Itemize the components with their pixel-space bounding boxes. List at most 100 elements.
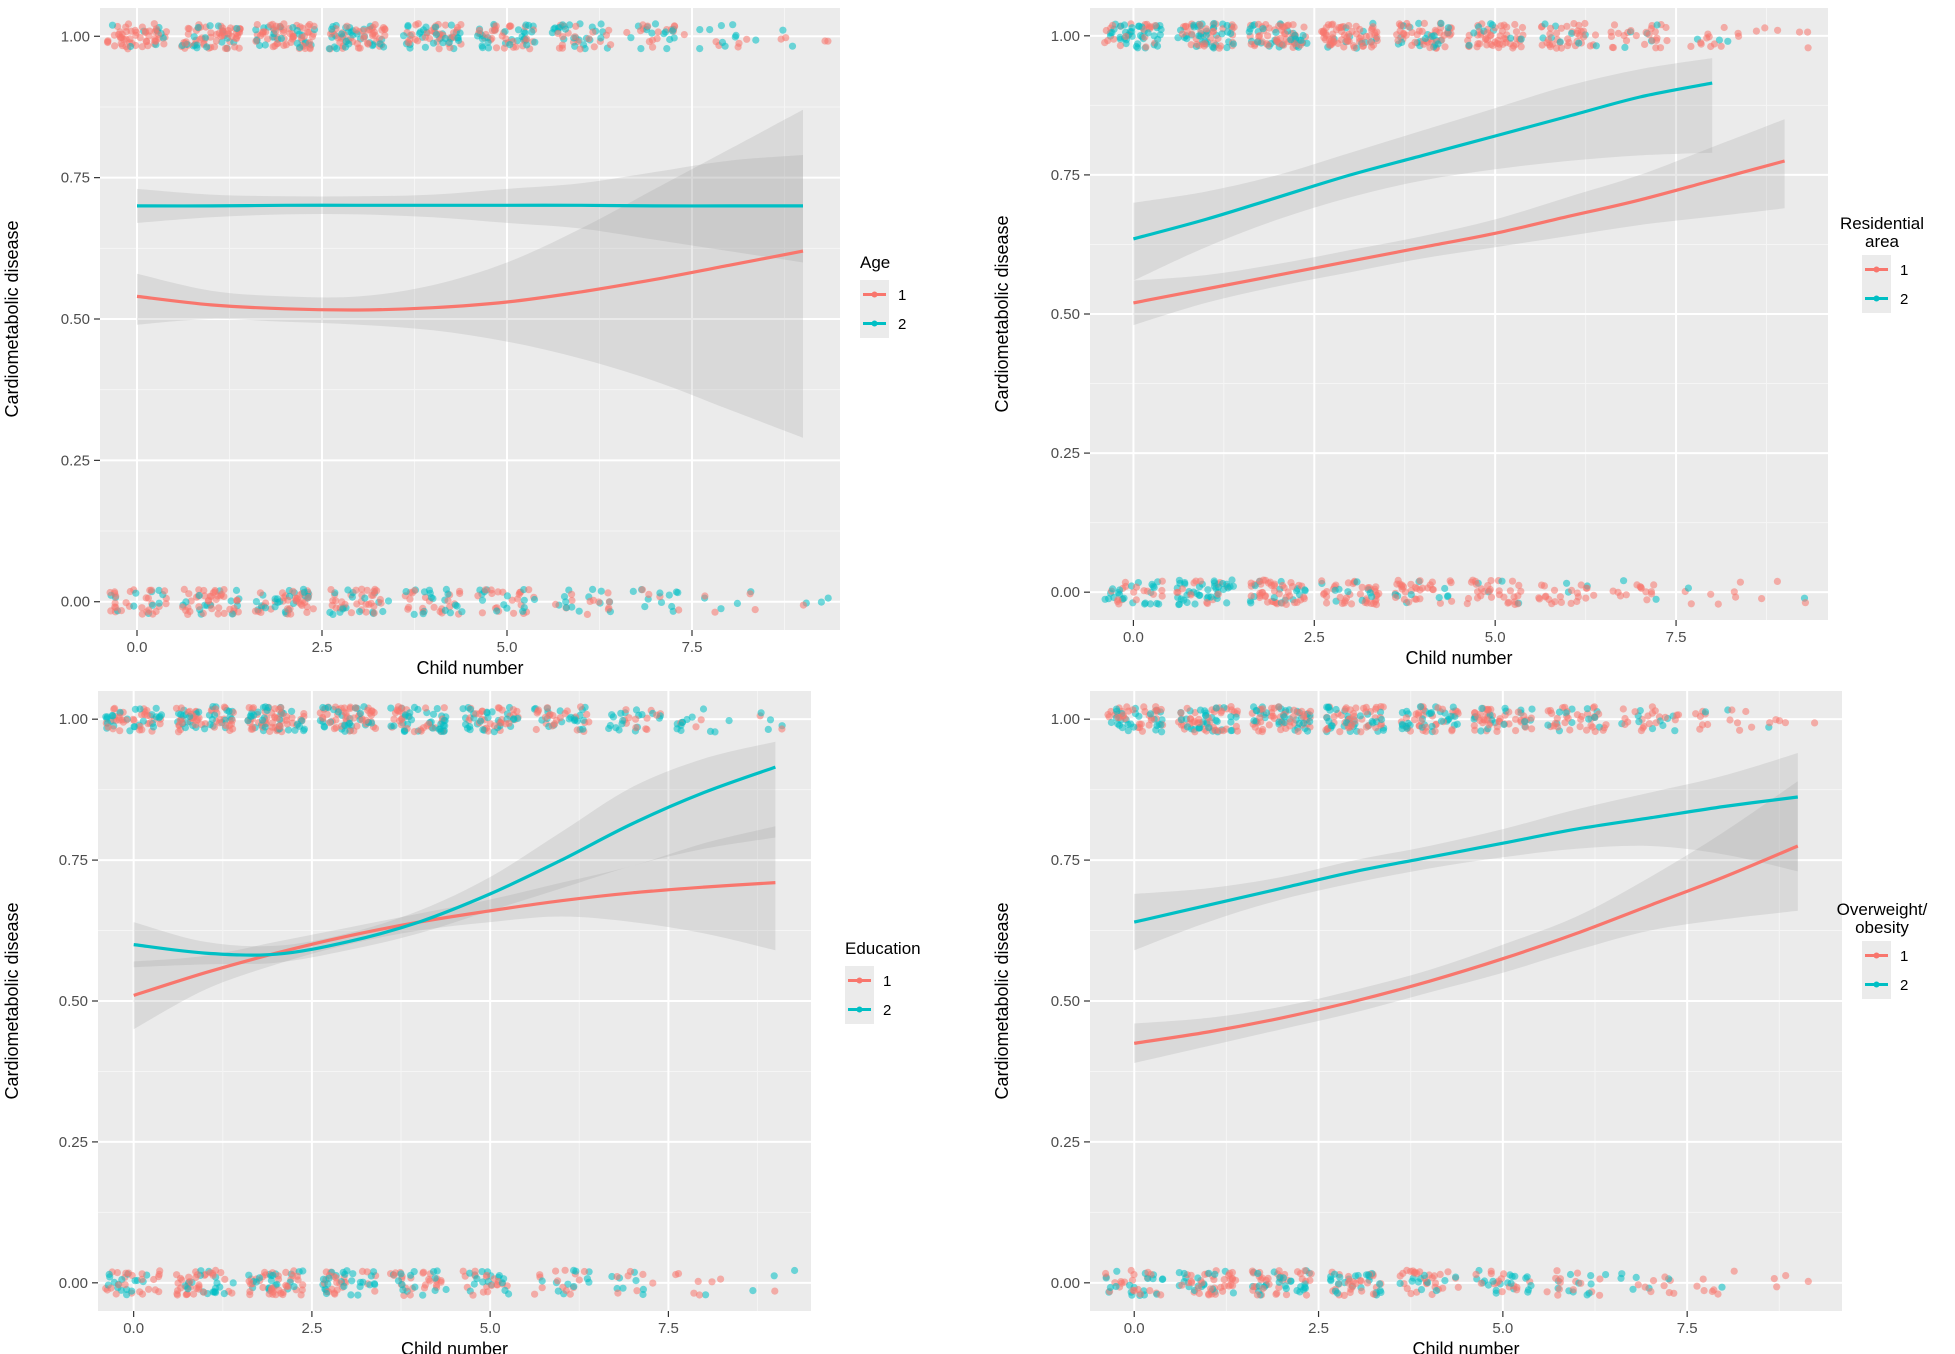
data-point	[1804, 1277, 1812, 1285]
data-point	[1223, 580, 1231, 588]
data-point	[333, 45, 341, 53]
data-point	[147, 586, 155, 594]
data-point	[1366, 38, 1374, 46]
data-point	[1586, 42, 1594, 50]
data-point	[1670, 1289, 1678, 1297]
data-point	[1232, 713, 1240, 721]
data-point	[562, 604, 571, 612]
data-point	[520, 596, 528, 604]
data-point	[400, 727, 408, 735]
data-point	[632, 1277, 640, 1285]
data-point	[488, 708, 496, 716]
data-point	[1430, 1272, 1438, 1280]
data-point	[1687, 42, 1695, 51]
data-point	[1730, 1267, 1738, 1275]
data-point	[1555, 1285, 1563, 1293]
data-point	[282, 41, 290, 49]
data-point	[1183, 28, 1191, 36]
data-point	[509, 609, 518, 617]
data-point	[470, 1280, 478, 1288]
data-point	[1396, 1279, 1404, 1287]
data-point	[1265, 721, 1273, 729]
data-point	[107, 1284, 115, 1292]
data-point	[420, 1284, 429, 1292]
data-point	[1804, 28, 1812, 36]
data-point	[1634, 1281, 1642, 1289]
y-tick-label: 0.50	[61, 311, 90, 328]
data-point	[1180, 596, 1188, 604]
data-point	[1345, 30, 1353, 38]
data-point	[1621, 43, 1629, 52]
data-point	[571, 42, 579, 50]
data-point	[523, 41, 531, 49]
data-point	[651, 20, 660, 28]
data-point	[132, 589, 140, 597]
data-point	[269, 1271, 277, 1280]
data-point	[1128, 32, 1136, 40]
data-point	[395, 707, 403, 715]
data-point	[1463, 600, 1471, 608]
data-point	[1774, 26, 1782, 34]
data-point	[735, 39, 743, 47]
data-point	[319, 703, 327, 712]
y-tick-label: 0.75	[61, 170, 90, 187]
x-tick-label: 5.0	[480, 1320, 501, 1337]
data-point	[1701, 708, 1710, 716]
data-point	[1484, 29, 1492, 37]
data-point	[1568, 586, 1576, 595]
data-point	[1437, 19, 1445, 27]
data-point	[1284, 588, 1292, 596]
data-point	[473, 1275, 481, 1283]
data-point	[1454, 1283, 1462, 1291]
data-point	[1617, 1274, 1625, 1282]
data-point	[215, 604, 223, 612]
data-point	[1566, 1270, 1575, 1279]
data-point	[1363, 1279, 1372, 1287]
data-point	[503, 604, 511, 612]
data-point	[498, 1279, 506, 1287]
data-point	[638, 711, 646, 719]
data-point	[1484, 706, 1492, 714]
data-point	[324, 703, 332, 712]
data-point	[1782, 1272, 1790, 1280]
data-point	[195, 708, 203, 716]
data-point	[788, 42, 797, 50]
data-point	[160, 40, 168, 48]
data-point	[1300, 23, 1308, 31]
data-point	[583, 610, 592, 619]
data-point	[471, 1267, 479, 1275]
data-point	[506, 41, 514, 49]
data-point	[1396, 1272, 1404, 1280]
data-point	[327, 586, 335, 594]
data-point	[1487, 593, 1496, 601]
data-point	[410, 728, 418, 736]
data-point	[1183, 723, 1192, 731]
y-tick-label: 0.25	[61, 452, 90, 469]
data-point	[1246, 25, 1254, 33]
data-point	[304, 28, 312, 36]
data-point	[1149, 582, 1157, 590]
data-point	[1420, 19, 1428, 27]
data-point	[1356, 25, 1364, 34]
data-point	[643, 714, 651, 722]
data-point	[410, 610, 418, 619]
data-point	[1193, 589, 1201, 598]
data-point	[1282, 593, 1290, 602]
data-point	[1435, 594, 1443, 602]
data-point	[1128, 24, 1136, 32]
data-point	[384, 597, 393, 605]
data-point	[1107, 718, 1115, 727]
y-tick-label: 0.25	[1051, 1134, 1080, 1151]
data-point	[538, 1284, 546, 1292]
data-point	[212, 705, 220, 713]
data-point	[619, 1284, 627, 1292]
data-point	[725, 717, 733, 725]
data-point	[447, 21, 455, 29]
data-point	[1336, 1273, 1344, 1281]
data-point	[475, 26, 484, 34]
data-point	[732, 31, 740, 39]
data-point	[253, 21, 261, 29]
y-tick-label: 0.00	[1051, 1275, 1080, 1292]
data-point	[1414, 1278, 1422, 1286]
data-point	[1444, 1268, 1452, 1276]
